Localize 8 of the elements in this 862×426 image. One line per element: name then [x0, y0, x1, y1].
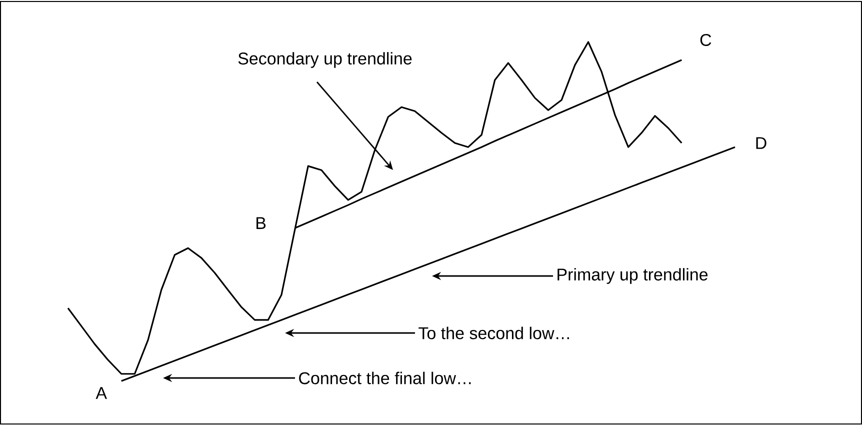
annotation: Secondary up trendline	[238, 52, 412, 68]
annotation: B	[256, 217, 266, 229]
annotation: Primary up trendline	[558, 268, 708, 284]
annotation: Connect the final low…	[299, 372, 471, 384]
text: A	[96, 387, 107, 399]
text: D	[756, 137, 766, 149]
annotation: To the second low…	[418, 326, 569, 340]
annotation: C	[700, 34, 712, 46]
